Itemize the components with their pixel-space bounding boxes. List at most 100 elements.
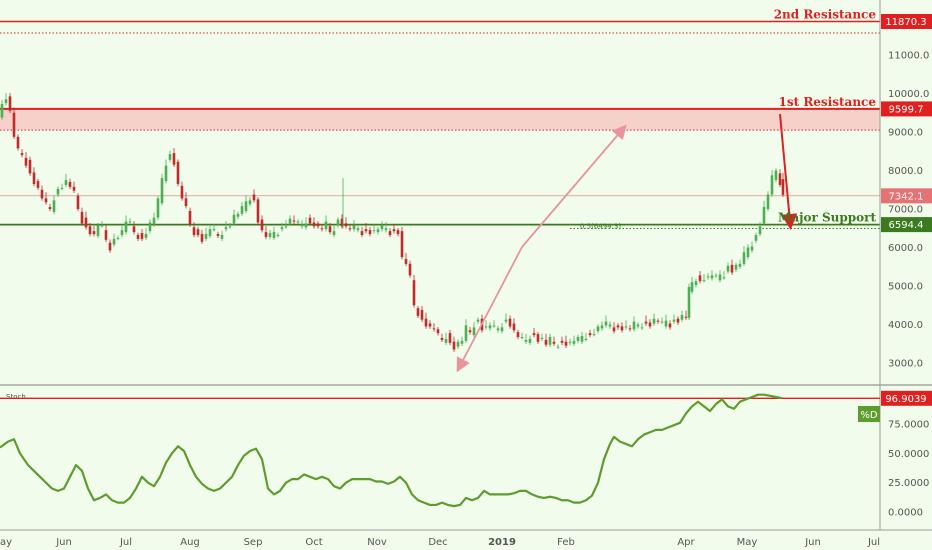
candle-body bbox=[348, 228, 352, 230]
candle-body bbox=[400, 231, 404, 258]
time-tick-label: May bbox=[737, 537, 758, 548]
candle-body bbox=[264, 232, 268, 237]
candle-body bbox=[280, 227, 284, 230]
candle-body bbox=[224, 227, 228, 230]
candle-body bbox=[76, 195, 80, 209]
candle-body bbox=[272, 232, 276, 238]
candle-body bbox=[88, 226, 92, 235]
candle-body bbox=[228, 226, 232, 228]
candle-body bbox=[612, 327, 616, 332]
candle-body bbox=[687, 286, 691, 318]
candle-body bbox=[424, 318, 428, 327]
candle-body bbox=[640, 327, 644, 329]
candle-body bbox=[624, 326, 628, 328]
candle-body bbox=[148, 222, 152, 232]
candle-body bbox=[476, 319, 480, 322]
candle-body bbox=[660, 321, 664, 323]
candle-body bbox=[690, 282, 694, 292]
candle-body bbox=[316, 223, 320, 227]
candle-body bbox=[408, 263, 412, 276]
candle-body bbox=[384, 228, 388, 231]
candle-body bbox=[16, 136, 20, 149]
candle-body bbox=[516, 332, 520, 338]
candle-body bbox=[184, 198, 188, 207]
candle-body bbox=[596, 326, 600, 332]
candle-body bbox=[100, 225, 104, 227]
candle-body bbox=[750, 246, 754, 251]
price-tick-label: 8000.0 bbox=[888, 166, 923, 177]
stoch-badge-text: 96.9039 bbox=[885, 394, 926, 405]
major-support-badge-text: 6594.4 bbox=[889, 220, 924, 231]
stoch-tick-label: 25.0000 bbox=[888, 478, 929, 489]
resistance-zone bbox=[0, 108, 880, 131]
candle-body bbox=[132, 226, 136, 233]
candle-body bbox=[698, 275, 702, 282]
candle-body bbox=[632, 321, 636, 330]
candle-body bbox=[240, 206, 244, 214]
time-tick-label: Feb bbox=[557, 537, 575, 548]
candle-body bbox=[448, 333, 452, 343]
candle-body bbox=[556, 346, 560, 348]
candle-body bbox=[168, 154, 172, 160]
candle-body bbox=[416, 308, 420, 316]
candle-body bbox=[180, 185, 184, 199]
candle-body bbox=[500, 327, 504, 332]
time-tick-label: ay bbox=[0, 537, 12, 548]
candle-body bbox=[636, 324, 640, 327]
candle-body bbox=[604, 321, 608, 326]
candle-body bbox=[758, 226, 762, 235]
candle-body bbox=[268, 233, 272, 237]
candle-body bbox=[496, 328, 500, 331]
candle-body bbox=[52, 200, 56, 212]
candle-body bbox=[296, 221, 300, 223]
candle-body bbox=[368, 230, 372, 235]
candle-body bbox=[738, 263, 742, 267]
candle-body bbox=[8, 96, 12, 111]
stoch-axis-ticks: 75.0000 50.0000 25.0000 0.0000 bbox=[888, 420, 929, 519]
candle-body bbox=[396, 230, 400, 235]
stoch-legend-label: %D bbox=[860, 410, 878, 421]
candle-body bbox=[560, 340, 564, 343]
candle-body bbox=[616, 325, 620, 328]
candle-body bbox=[656, 320, 660, 322]
candle-body bbox=[710, 275, 714, 279]
current-price-badge-text: 7342.1 bbox=[889, 191, 924, 202]
time-tick-label: Jun bbox=[804, 537, 821, 548]
time-tick-label: Apr bbox=[677, 537, 695, 548]
candle-body bbox=[412, 280, 416, 306]
candle-body bbox=[706, 276, 710, 278]
candle-body bbox=[172, 153, 176, 165]
candle-body bbox=[568, 341, 572, 343]
candle-body bbox=[440, 337, 444, 340]
price-axis-ticks: 11000.0 10000.0 9000.0 8000.0 7000.0 6000.0 50… bbox=[888, 51, 929, 370]
candlestick-series bbox=[0, 93, 785, 352]
pink-arrow-down bbox=[456, 246, 523, 373]
candle-body bbox=[684, 316, 688, 318]
candle-body bbox=[420, 310, 424, 320]
candle-body bbox=[28, 159, 32, 174]
candle-body bbox=[540, 337, 544, 339]
candle-body bbox=[492, 325, 496, 327]
candle-body bbox=[520, 337, 524, 339]
candle-body bbox=[232, 214, 236, 224]
candle-body bbox=[236, 213, 240, 217]
candle-body bbox=[644, 321, 648, 324]
time-tick-label: Nov bbox=[367, 537, 387, 548]
major-support-label: Major Support bbox=[778, 211, 876, 225]
fib-level-label: 0.5(6494.3) bbox=[580, 222, 621, 230]
candle-body bbox=[188, 210, 192, 225]
major-support-badge bbox=[881, 217, 932, 233]
candle-body bbox=[332, 231, 336, 235]
time-tick-label: 2019 bbox=[488, 537, 516, 548]
candle-body bbox=[164, 165, 168, 182]
candle-body bbox=[444, 338, 448, 343]
time-tick-label: Jul bbox=[119, 537, 132, 548]
candle-body bbox=[204, 234, 208, 239]
candle-body bbox=[64, 180, 68, 185]
candle-body bbox=[324, 221, 328, 230]
candle-body bbox=[388, 231, 392, 235]
candle-body bbox=[580, 336, 584, 342]
candle-body bbox=[648, 322, 652, 327]
